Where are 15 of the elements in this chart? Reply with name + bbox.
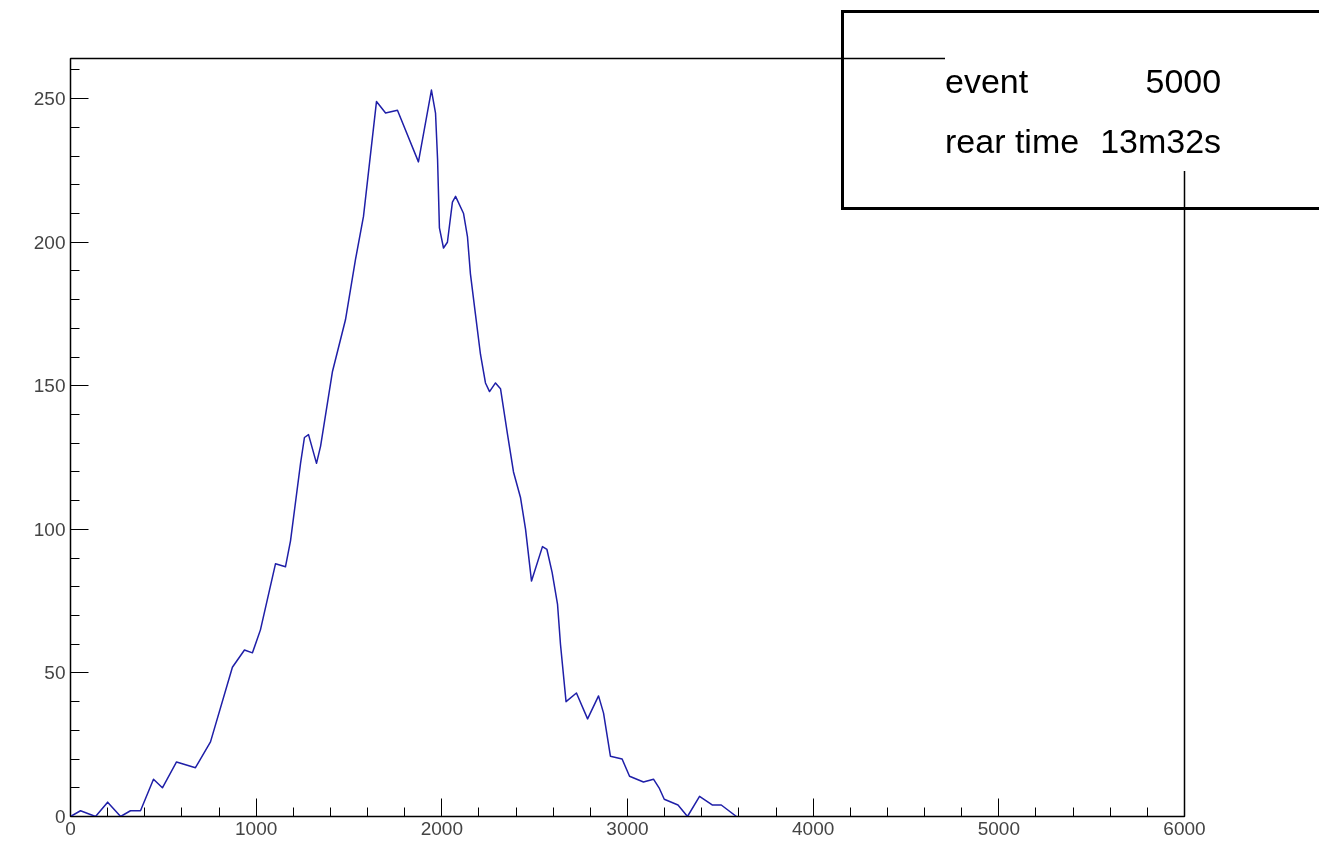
annotation: 13m32s [1099, 121, 1223, 162]
y-tick-label: 150 [33, 375, 66, 397]
y-tick-label: 100 [33, 518, 66, 540]
x-tick-label: 6000 [1163, 817, 1206, 839]
annotation: rear time [945, 121, 1081, 162]
annotation: event [945, 61, 1030, 102]
annotation: 5000 [1144, 61, 1223, 102]
x-tick-label: 1000 [235, 817, 278, 839]
x-tick-label: 5000 [977, 817, 1020, 839]
y-tick-label: 200 [33, 231, 66, 253]
y-tick-label: 50 [44, 662, 66, 684]
x-tick-label: 3000 [606, 817, 649, 839]
y-tick-label: 250 [33, 88, 66, 110]
x-tick-label: 4000 [792, 817, 835, 839]
x-tick-label: 2000 [420, 817, 463, 839]
